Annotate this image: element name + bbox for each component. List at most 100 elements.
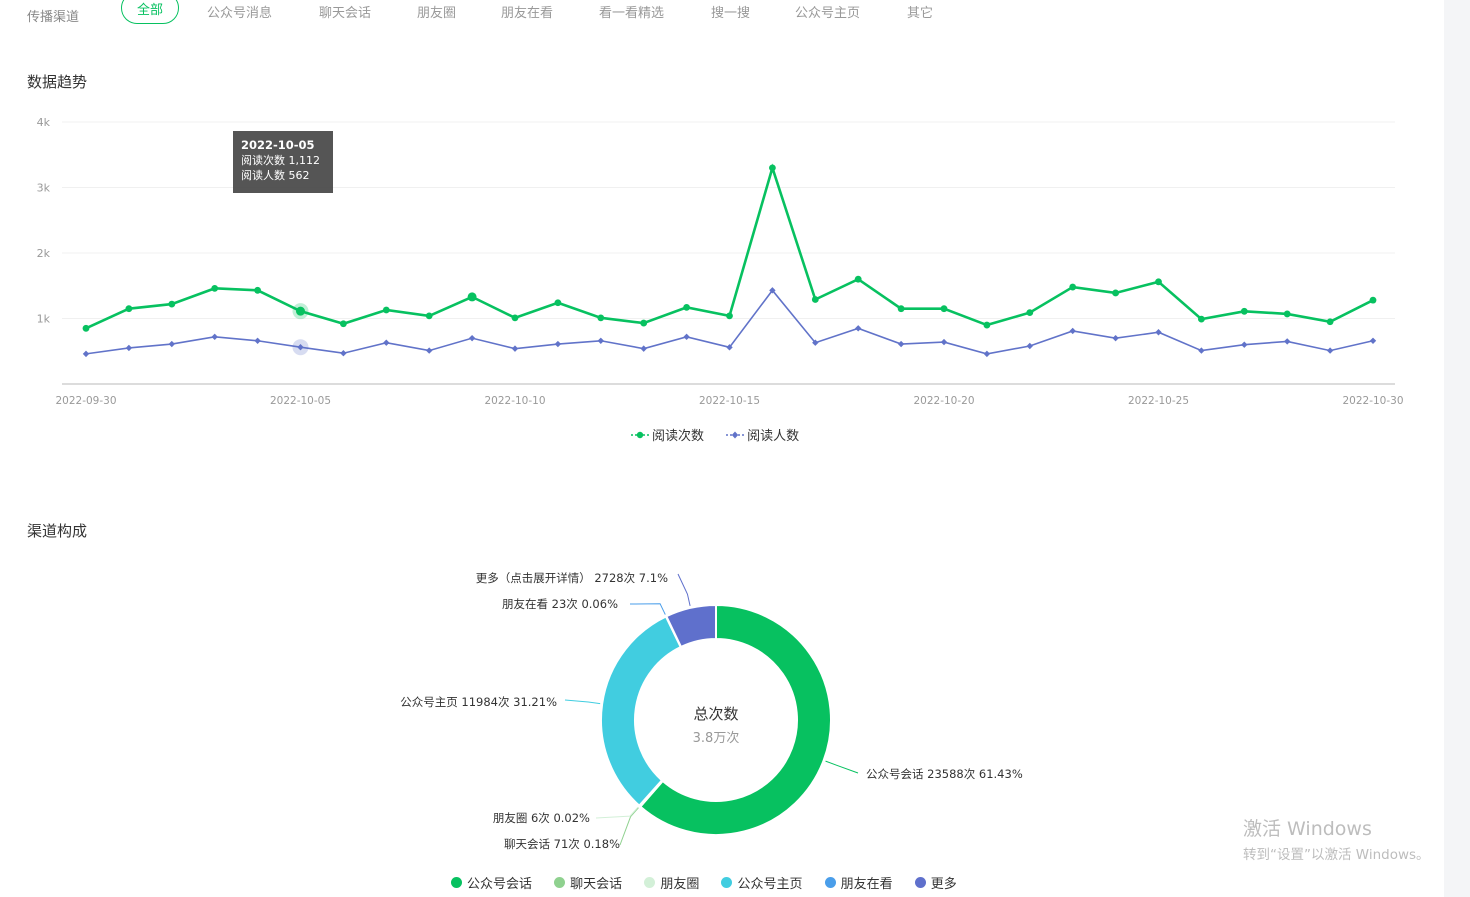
data-point xyxy=(125,344,133,352)
tab-chat[interactable]: 聊天会话 xyxy=(319,6,372,21)
x-tick-label: 2022-10-30 xyxy=(1342,395,1403,407)
data-point xyxy=(1369,296,1377,304)
data-point xyxy=(425,312,433,320)
legend-label: 公众号主页 xyxy=(737,877,803,892)
data-point xyxy=(1240,307,1248,315)
donut-slice-3 xyxy=(600,615,683,808)
label-leader-line xyxy=(677,573,691,607)
data-point xyxy=(897,340,905,348)
y-tick-label: 1k xyxy=(37,313,51,326)
data-point xyxy=(168,300,176,308)
tab-moments[interactable]: 朋友圈 xyxy=(417,6,457,21)
data-point xyxy=(1026,342,1033,350)
x-tick-label: 2022-10-15 xyxy=(699,395,760,407)
x-tick-label: 2022-10-10 xyxy=(484,395,545,407)
data-point xyxy=(554,340,562,348)
data-point xyxy=(983,321,991,329)
donut-center-value: 3.8万次 xyxy=(693,730,740,746)
data-point xyxy=(1069,327,1076,335)
slice-label: 更多（点击展开详情） 2728次 7.1% xyxy=(476,571,668,585)
legend-label: 更多 xyxy=(930,877,957,892)
legend-item-more[interactable]: 更多 xyxy=(914,873,957,892)
y-tick-label: 4k xyxy=(37,116,51,129)
trend-legend: 阅读次数 阅读人数 xyxy=(631,425,817,444)
tooltip-date: 2022-10-05 xyxy=(241,138,315,152)
legend-item-reads[interactable]: 阅读次数 xyxy=(631,425,704,444)
data-point xyxy=(82,324,90,332)
channel-filter-label: 传播渠道 xyxy=(27,10,80,25)
composition-section-title: 渠道构成 xyxy=(27,522,88,540)
donut-center-label: 总次数 xyxy=(693,705,738,723)
data-point xyxy=(554,299,562,307)
tab-top-stories[interactable]: 看一看精选 xyxy=(599,6,665,21)
legend-item-readers[interactable]: 阅读人数 xyxy=(726,425,799,444)
label-leader-line xyxy=(825,760,859,774)
data-point xyxy=(340,350,347,357)
legend-item-official-session[interactable]: 公众号会话 xyxy=(451,873,532,892)
legend-label-readers: 阅读人数 xyxy=(747,429,800,444)
data-point xyxy=(854,275,862,283)
legend-item-account-home[interactable]: 公众号主页 xyxy=(721,873,802,892)
slice-label: 公众号会话 23588次 61.43% xyxy=(866,767,1023,781)
data-point xyxy=(983,350,991,358)
data-point xyxy=(640,319,648,327)
tab-friends-watching[interactable]: 朋友在看 xyxy=(501,6,554,21)
tooltip-reads: 阅读次数 1,112 xyxy=(241,154,320,167)
data-point xyxy=(211,284,219,292)
channel-filter-bar: 传播渠道 全部 公众号消息 聊天会话 朋友圈 朋友在看 看一看精选 搜一搜 公众… xyxy=(0,0,1440,30)
watermark-line1: 激活 Windows xyxy=(1243,818,1372,840)
x-tick-label: 2022-10-25 xyxy=(1128,395,1189,407)
data-point xyxy=(683,333,690,341)
slice-label: 公众号主页 11984次 31.21% xyxy=(400,695,557,709)
data-point xyxy=(511,345,519,352)
data-point xyxy=(1198,347,1205,354)
slice-label: 朋友圈 6次 0.02% xyxy=(493,811,590,825)
data-point xyxy=(1326,347,1334,354)
data-point xyxy=(125,305,133,313)
tab-other[interactable]: 其它 xyxy=(907,6,934,21)
label-leader-line xyxy=(619,807,639,846)
data-point xyxy=(211,333,218,341)
tab-search[interactable]: 搜一搜 xyxy=(711,6,751,21)
legend-label: 公众号会话 xyxy=(467,877,533,892)
data-point xyxy=(769,164,776,172)
data-point xyxy=(897,305,905,313)
tab-official-message[interactable]: 公众号消息 xyxy=(207,6,273,21)
legend-dot-icon xyxy=(644,877,656,888)
data-point xyxy=(940,338,948,346)
data-point xyxy=(297,343,304,351)
data-point xyxy=(1069,283,1077,291)
data-point xyxy=(640,345,647,352)
data-point xyxy=(168,340,175,348)
data-point xyxy=(811,296,819,303)
windows-activation-watermark: 激活 Windows 转到“设置”以激活 Windows。 xyxy=(1243,814,1430,863)
donut-legend: 公众号会话 聊天会话 朋友圈 公众号主页 朋友在看 更多 xyxy=(451,873,975,892)
data-point xyxy=(1283,310,1291,318)
tooltip-readers: 阅读人数 562 xyxy=(241,169,310,182)
tab-all[interactable]: 全部 xyxy=(121,0,179,24)
trend-section-title: 数据趋势 xyxy=(27,73,88,91)
data-point xyxy=(1241,341,1248,348)
data-point xyxy=(1155,329,1162,336)
legend-label: 朋友圈 xyxy=(660,877,700,892)
legend-item-moments[interactable]: 朋友圈 xyxy=(644,873,699,892)
data-point xyxy=(467,292,477,302)
legend-item-chat[interactable]: 聊天会话 xyxy=(554,873,622,892)
line-marker-circle-icon xyxy=(631,431,649,438)
data-point xyxy=(382,306,390,314)
data-point xyxy=(254,286,261,294)
x-tick-label: 2022-09-30 xyxy=(55,395,116,407)
legend-label-reads: 阅读次数 xyxy=(652,429,705,444)
legend-item-friends-watching[interactable]: 朋友在看 xyxy=(824,873,893,892)
data-point xyxy=(1026,309,1034,317)
tab-account-home[interactable]: 公众号主页 xyxy=(795,6,861,21)
data-point xyxy=(597,337,604,344)
legend-label: 朋友在看 xyxy=(840,877,893,892)
trend-line-chart[interactable]: 1k 2k 3k 4k 2022-09-30 2022-10-05 2022-10-10 20… xyxy=(0,100,1440,420)
line-marker-diamond-icon xyxy=(726,431,745,438)
legend-dot-icon xyxy=(721,877,733,888)
data-point xyxy=(769,287,776,294)
scrollbar-track[interactable] xyxy=(1444,0,1470,897)
label-leader-line xyxy=(595,806,639,819)
